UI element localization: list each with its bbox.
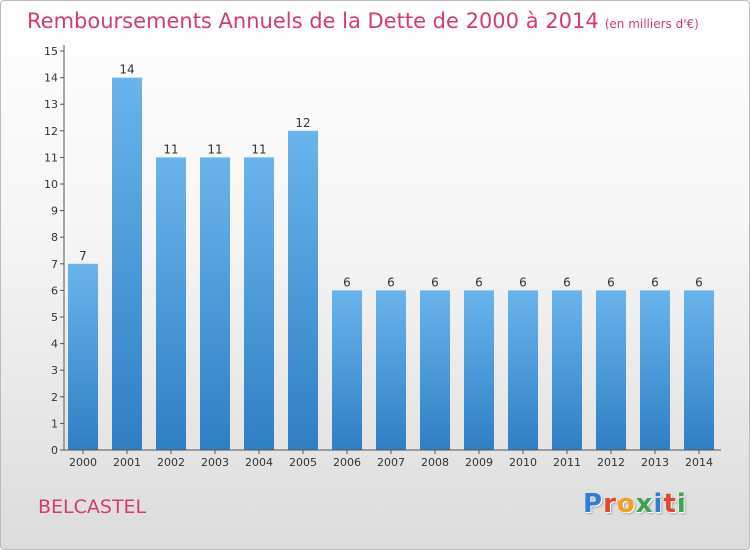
- x-tick-label-2009: 2009: [465, 456, 493, 469]
- y-tick-label: 9: [51, 205, 58, 218]
- logo-letter: P: [583, 489, 604, 519]
- place-name: BELCASTEL: [38, 496, 147, 518]
- bar-2001: [112, 77, 142, 450]
- bar-2014: [684, 290, 714, 450]
- bar-2011: [552, 290, 582, 450]
- x-tick-label-2000: 2000: [69, 456, 97, 469]
- chart-unit: (en milliers d'€): [604, 17, 699, 31]
- y-tick-label: 10: [44, 178, 58, 191]
- x-tick-label-2004: 2004: [245, 456, 273, 469]
- data-label-2006: 6: [343, 275, 351, 289]
- bar-2008: [420, 290, 450, 450]
- y-tick-label: 6: [51, 284, 58, 297]
- logo-letter: i: [653, 489, 664, 519]
- y-tick-label: 4: [51, 338, 58, 351]
- data-label-2009: 6: [475, 275, 483, 289]
- bars: 7 14 11 11 11 12 6 6 6 6 6 6 6 6 6: [68, 63, 714, 451]
- data-label-2014: 6: [695, 275, 703, 289]
- data-label-2003: 11: [207, 142, 222, 156]
- x-axis: 2000 2001 2002 2003 2004 2005 2006 2007 2008 2009…: [64, 449, 721, 469]
- data-label-2010: 6: [519, 275, 527, 289]
- data-label-2000: 7: [79, 249, 87, 263]
- x-tick-label-2013: 2013: [641, 456, 669, 469]
- chart-title-text: Remboursements Annuels de la Dette de 20…: [27, 9, 599, 33]
- data-label-2001: 14: [119, 63, 134, 77]
- bar-2012: [596, 290, 626, 450]
- logo-letter: i: [676, 489, 687, 519]
- data-label-2005: 12: [295, 116, 310, 130]
- x-tick-label-2007: 2007: [377, 456, 405, 469]
- y-tick-label: 8: [51, 231, 58, 244]
- data-label-2011: 6: [563, 275, 571, 289]
- y-tick-label: 0: [51, 444, 58, 457]
- data-label-2002: 11: [163, 142, 178, 156]
- y-tick-label: 5: [51, 311, 58, 324]
- bar-2002: [156, 157, 186, 450]
- bar-2013: [640, 290, 670, 450]
- data-label-2007: 6: [387, 275, 395, 289]
- logo-letter: x: [635, 489, 654, 519]
- x-tick-label-2010: 2010: [509, 456, 537, 469]
- bar-2009: [464, 290, 494, 450]
- x-tick-label-2014: 2014: [685, 456, 713, 469]
- chart-title: Remboursements Annuels de la Dette de 20…: [27, 9, 699, 33]
- x-tick-label-2002: 2002: [157, 456, 185, 469]
- x-tick-label-2003: 2003: [201, 456, 229, 469]
- y-tick-label: 2: [51, 391, 58, 404]
- data-label-2012: 6: [607, 275, 615, 289]
- y-tick-label: 11: [44, 151, 58, 164]
- x-tick-label-2011: 2011: [553, 456, 581, 469]
- data-label-2013: 6: [651, 275, 659, 289]
- y-tick-label: 13: [44, 98, 58, 111]
- y-tick-label: 1: [51, 417, 58, 430]
- y-tick-label: 14: [44, 72, 58, 85]
- bar-2010: [508, 290, 538, 450]
- logo-letter: o: [616, 489, 636, 519]
- x-tick-label-2008: 2008: [421, 456, 449, 469]
- bar-2004: [244, 157, 274, 450]
- y-tick-label: 3: [51, 364, 58, 377]
- y-tick-label: 7: [51, 258, 58, 271]
- x-tick-label-2012: 2012: [597, 456, 625, 469]
- x-tick-label-2005: 2005: [289, 456, 317, 469]
- bar-2007: [376, 290, 406, 450]
- x-tick-label-2006: 2006: [333, 456, 361, 469]
- x-tick-label-2001: 2001: [113, 456, 141, 469]
- bar-2000: [68, 263, 98, 450]
- bar-2006: [332, 290, 362, 450]
- y-tick-label: 12: [44, 125, 58, 138]
- bar-2005: [288, 130, 318, 451]
- logo-letter: r: [603, 489, 617, 519]
- logo-letter: t: [663, 489, 677, 519]
- bar-2003: [200, 157, 230, 450]
- y-tick-label: 15: [44, 45, 58, 58]
- proxiti-logo: Proxiti: [583, 489, 687, 519]
- data-label-2008: 6: [431, 275, 439, 289]
- data-label-2004: 11: [251, 142, 266, 156]
